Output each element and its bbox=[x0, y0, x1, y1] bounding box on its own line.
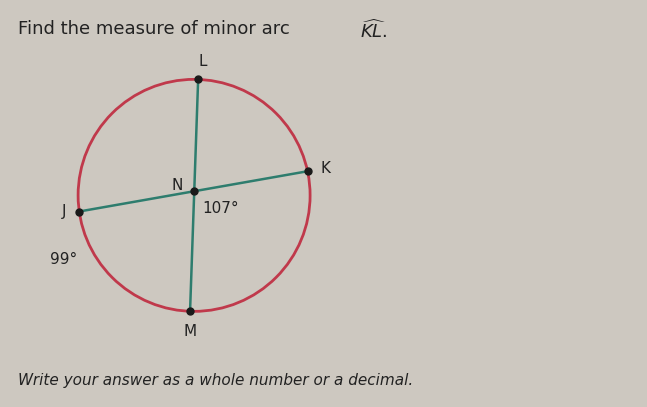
Text: 107°: 107° bbox=[203, 201, 239, 216]
Text: K: K bbox=[320, 161, 331, 176]
Text: M: M bbox=[184, 324, 197, 339]
Text: Find the measure of minor arc: Find the measure of minor arc bbox=[18, 20, 296, 38]
Text: L: L bbox=[199, 55, 208, 70]
Text: N: N bbox=[171, 178, 183, 193]
Text: Write your answer as a whole number or a decimal.: Write your answer as a whole number or a… bbox=[18, 374, 413, 389]
Text: 99°: 99° bbox=[50, 252, 78, 267]
Text: J: J bbox=[61, 204, 66, 219]
Text: $\widehat{KL}$.: $\widehat{KL}$. bbox=[360, 20, 388, 42]
